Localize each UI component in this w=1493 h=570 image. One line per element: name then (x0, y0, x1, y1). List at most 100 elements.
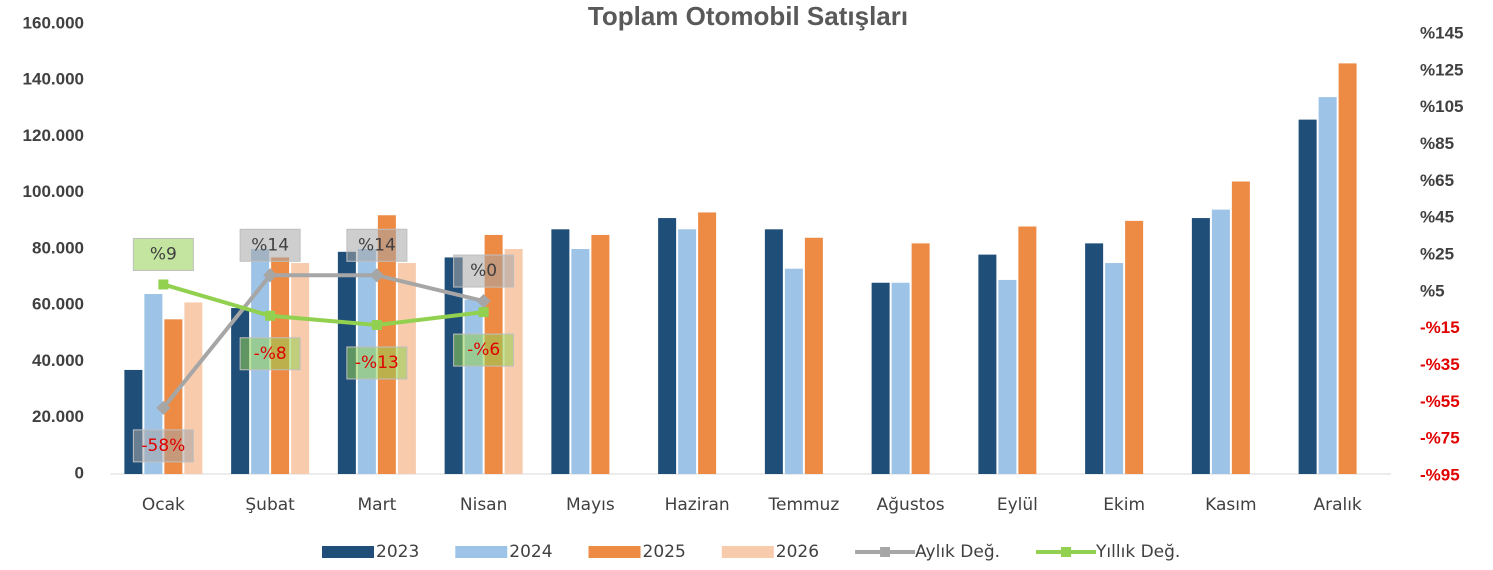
y2-tick-label: -%15 (1420, 318, 1460, 337)
x-tick-label: Ocak (142, 495, 185, 515)
y-tick-label: 100.000 (23, 182, 84, 201)
bar (891, 282, 910, 474)
data-label: %9 (150, 244, 177, 264)
bar (1105, 263, 1124, 474)
legend-label: 2025 (643, 542, 686, 562)
bar (1191, 218, 1210, 474)
marker (158, 279, 169, 290)
x-tick-label: Mayıs (566, 495, 615, 515)
marker (478, 307, 489, 318)
bar (1211, 209, 1230, 474)
y-tick-label: 160.000 (23, 13, 84, 32)
data-label: -%6 (467, 340, 500, 360)
marker (265, 310, 276, 321)
y2-tick-label: -%35 (1420, 355, 1460, 374)
bar (678, 229, 697, 474)
bar (804, 237, 823, 474)
y-tick-label: 40.000 (32, 351, 84, 370)
x-tick-label: Ağustos (877, 495, 945, 515)
marker (369, 268, 384, 283)
bar (784, 268, 803, 474)
legend-marker (880, 547, 891, 557)
bar (764, 229, 783, 474)
x-tick-label: Temmuz (767, 495, 839, 515)
y2-tick-label: %5 (1420, 281, 1445, 300)
legend-label: 2026 (776, 542, 819, 562)
data-label: -%8 (254, 344, 287, 364)
bar (871, 282, 890, 474)
bar (1018, 226, 1037, 474)
label-box (346, 228, 408, 262)
legend-swatch (721, 546, 774, 558)
label-box (453, 254, 515, 288)
label-box (132, 429, 194, 463)
line (161, 273, 485, 410)
x-tick-label: Eylül (997, 495, 1038, 515)
x-tick-label: Şubat (245, 495, 295, 515)
x-tick-label: Nisan (460, 495, 508, 515)
bar (1231, 181, 1250, 474)
y-tick-label: 140.000 (23, 70, 84, 89)
y2-tick-label: %65 (1420, 171, 1454, 190)
label-box (239, 337, 301, 371)
legend-label: Yıllık Değ. (1095, 542, 1180, 562)
data-label: %14 (251, 235, 289, 255)
bar (1085, 243, 1104, 474)
y2-tick-label: %45 (1420, 208, 1454, 227)
marker (263, 268, 278, 283)
y2-tick-label: -%95 (1420, 465, 1460, 484)
marker (156, 400, 171, 415)
y2-tick-label: %105 (1420, 97, 1463, 116)
bar (978, 254, 997, 474)
label-box (239, 228, 301, 262)
bar (591, 234, 610, 474)
label-box (453, 333, 515, 367)
chart-title: Toplam Otomobil Satışları (588, 1, 908, 31)
y2-tick-label: %85 (1420, 134, 1454, 153)
line (162, 282, 484, 327)
y-tick-label: 60.000 (32, 295, 84, 314)
label-box (132, 237, 194, 271)
data-label: -%13 (355, 353, 399, 373)
bar (1298, 119, 1317, 474)
bar (911, 243, 930, 474)
bar (464, 299, 483, 474)
legend-marker (1061, 547, 1072, 557)
x-tick-label: Kasım (1205, 495, 1256, 515)
legend-swatch (322, 546, 374, 558)
bar (998, 279, 1017, 474)
y-tick-label: 20.000 (32, 407, 84, 426)
bar (698, 212, 717, 474)
legend-label: Aylık Değ. (915, 542, 1000, 562)
x-tick-label: Aralık (1313, 495, 1361, 515)
y-tick-label: 80.000 (32, 238, 84, 257)
bar (231, 308, 250, 474)
y2-tick-label: -%55 (1420, 392, 1460, 411)
x-tick-label: Haziran (665, 495, 730, 515)
y-tick-label: 0 (75, 463, 84, 482)
data-label: %0 (470, 261, 497, 281)
x-tick-label: Ekim (1103, 495, 1145, 515)
y2-tick-label: %125 (1420, 60, 1463, 79)
bar (658, 218, 677, 474)
label-box (346, 346, 408, 380)
legend-swatch (588, 546, 641, 558)
x-tick-label: Mart (358, 495, 397, 515)
bar (1318, 97, 1337, 474)
data-label: -58% (141, 436, 185, 456)
legend-swatch (455, 546, 508, 558)
marker (476, 293, 491, 309)
legend-label: 2024 (509, 542, 552, 562)
bar (551, 229, 570, 474)
bar (144, 294, 163, 474)
y2-tick-label: %145 (1420, 23, 1463, 42)
y-tick-label: 120.000 (23, 126, 84, 145)
data-label: %14 (358, 235, 396, 255)
bar (571, 249, 590, 474)
y2-tick-label: -%75 (1420, 429, 1460, 448)
marker (371, 319, 382, 330)
legend-label: 2023 (376, 542, 419, 562)
bar (1338, 63, 1357, 474)
y2-tick-label: %25 (1420, 244, 1454, 263)
